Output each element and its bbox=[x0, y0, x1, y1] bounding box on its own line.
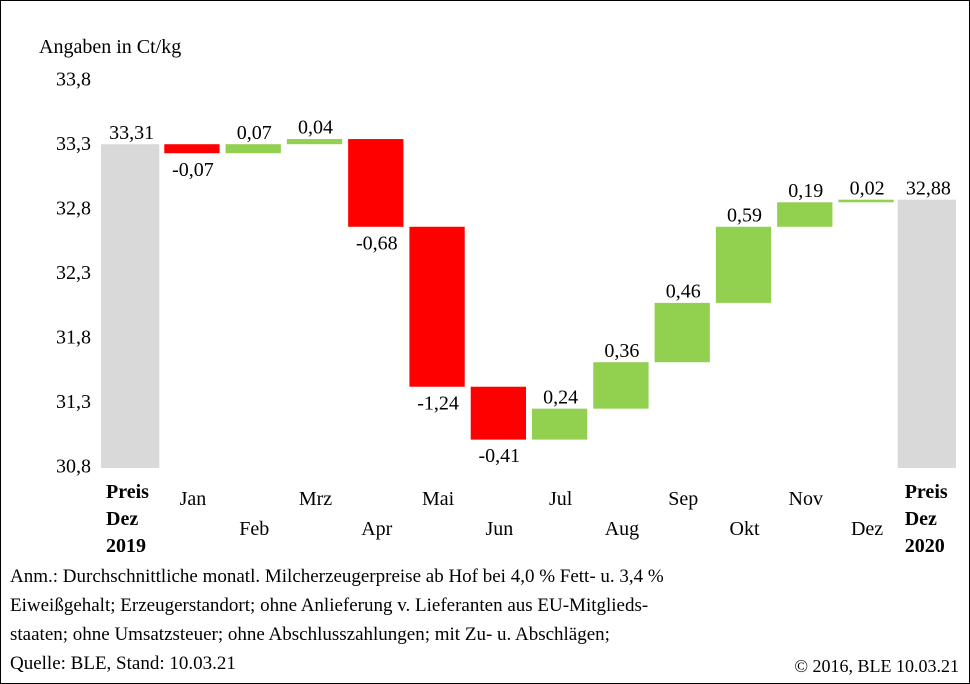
y-tick-label: 31,3 bbox=[56, 391, 91, 413]
x-tick-label: Sep bbox=[668, 488, 699, 510]
bar bbox=[897, 199, 956, 468]
data-label: 0,24 bbox=[543, 386, 578, 408]
x-tick-label: Apr bbox=[361, 518, 393, 540]
bar bbox=[348, 139, 404, 227]
note: staaten; ohne Umsatzsteuer; ohne Abschlu… bbox=[10, 624, 610, 645]
bar bbox=[286, 139, 343, 145]
x-tick-label: Jul bbox=[548, 488, 573, 510]
y-tick-label: 32,8 bbox=[56, 198, 91, 220]
note: Eiweißgehalt; Erzeugerstandort; ohne Anl… bbox=[10, 595, 649, 616]
bar bbox=[715, 226, 772, 303]
y-tick-label: 30,8 bbox=[56, 456, 91, 478]
data-label: 0,07 bbox=[237, 122, 272, 144]
x-tick-label: Preis Dez 2019 bbox=[106, 481, 149, 557]
x-tick-label: Okt bbox=[729, 518, 760, 540]
data-label: 0,19 bbox=[788, 180, 823, 202]
y-tick-label: 33,3 bbox=[56, 133, 91, 155]
data-label: -0,41 bbox=[479, 445, 521, 467]
data-label: 0,36 bbox=[604, 340, 639, 362]
data-label: -1,24 bbox=[417, 392, 459, 414]
bar bbox=[164, 144, 220, 154]
data-label: 0,59 bbox=[727, 204, 762, 226]
y-tick-label: 33,8 bbox=[56, 69, 91, 91]
x-tick-label: Feb bbox=[239, 518, 270, 540]
x-tick-label: Dez bbox=[850, 518, 884, 540]
x-tick-label: Jun bbox=[485, 518, 514, 540]
data-label: 33,31 bbox=[109, 122, 154, 144]
x-tick-label: Jan bbox=[179, 488, 207, 510]
data-label: -0,68 bbox=[356, 232, 398, 254]
data-label: 0,02 bbox=[850, 177, 885, 199]
x-tick-label: Aug bbox=[604, 518, 640, 540]
y-axis-label: Angaben in Ct/kg bbox=[39, 36, 181, 58]
data-label: 0,04 bbox=[298, 117, 333, 139]
bar bbox=[532, 408, 588, 440]
y-tick-label: 31,8 bbox=[56, 327, 91, 349]
copyright: © 2016, BLE 10.03.21 bbox=[794, 656, 959, 676]
data-label: 0,46 bbox=[666, 280, 701, 302]
data-label: 32,88 bbox=[906, 177, 951, 199]
bar bbox=[593, 362, 649, 409]
x-tick-label: Preis Dez 2020 bbox=[904, 481, 948, 557]
x-tick-label: Mai bbox=[421, 488, 455, 510]
chart: Angaben in Ct/kg 30,8 31,3 31,8 32,3 32,8 33,… bbox=[39, 36, 956, 478]
y-tick-label: 32,3 bbox=[56, 262, 91, 284]
x-tick-label: Mrz bbox=[298, 488, 333, 510]
bar bbox=[225, 144, 281, 154]
bar bbox=[409, 226, 465, 387]
bar bbox=[101, 144, 160, 468]
x-tick-label: Nov bbox=[788, 488, 823, 510]
bar bbox=[654, 302, 710, 363]
data-label: -0,07 bbox=[172, 159, 214, 181]
note: Anm.: Durchschnittliche monatl. Milcherz… bbox=[10, 566, 664, 587]
bar bbox=[777, 202, 833, 227]
note: Quelle: BLE, Stand: 10.03.21 bbox=[10, 653, 236, 674]
bar bbox=[838, 199, 894, 203]
bar bbox=[470, 386, 526, 440]
